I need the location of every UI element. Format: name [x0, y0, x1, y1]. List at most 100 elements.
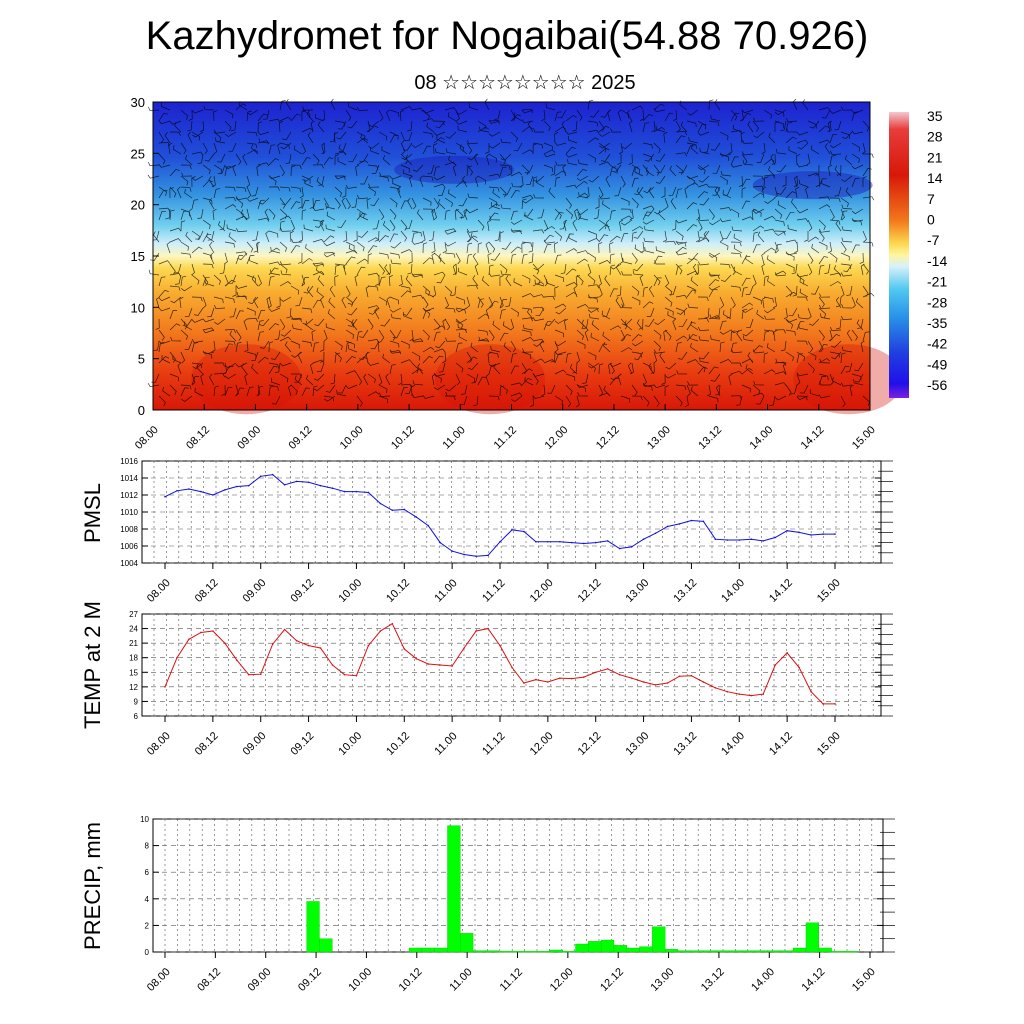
wind-barb	[598, 125, 610, 133]
wind-barb	[422, 197, 432, 206]
wind-barb	[671, 219, 677, 231]
wind-barb	[565, 233, 574, 243]
wind-barb	[378, 208, 385, 221]
wind-barb	[481, 276, 490, 287]
wind-barb	[675, 131, 688, 136]
wind-barb	[719, 341, 725, 353]
ytick-label: 8	[145, 842, 150, 851]
wind-barb	[535, 307, 545, 317]
precip-bar	[613, 945, 627, 953]
wind-barb	[626, 109, 633, 122]
wind-barb	[742, 335, 754, 342]
wind-barb	[180, 175, 189, 186]
wind-barb	[301, 142, 307, 155]
wind-barb	[840, 263, 852, 270]
wind-barb	[347, 120, 358, 129]
data-point	[212, 494, 214, 496]
wind-barb	[499, 385, 505, 397]
wind-barb	[228, 142, 237, 152]
wind-barb	[202, 263, 214, 269]
heatmap-xtick-label: 14.12	[799, 424, 827, 452]
precip-bar	[831, 951, 845, 953]
wind-barb	[719, 296, 725, 309]
wind-barb	[653, 255, 663, 265]
wind-barb	[763, 330, 770, 342]
wind-barb	[615, 263, 622, 276]
wind-barb	[741, 153, 748, 166]
precip-bar	[511, 951, 525, 953]
data-point	[511, 666, 513, 669]
wind-barb	[772, 296, 777, 309]
wind-barb	[158, 113, 168, 122]
wind-barb	[389, 350, 402, 355]
wind-barb	[356, 373, 363, 386]
xtick-label: 11.00	[447, 966, 474, 993]
wind-barb	[576, 208, 582, 221]
wind-barb	[400, 131, 405, 144]
data-point	[319, 647, 322, 649]
wind-barb	[631, 164, 641, 174]
wind-barb	[473, 395, 479, 407]
wind-barb	[856, 319, 864, 331]
wind-barb	[532, 142, 544, 149]
wind-barb	[477, 175, 487, 185]
wind-barb	[386, 109, 391, 122]
wind-barb	[321, 142, 326, 155]
wind-barb	[818, 107, 831, 111]
wind-barb	[715, 384, 721, 397]
wind-barb	[485, 241, 490, 254]
xtick-label: 12.12	[598, 966, 626, 994]
data-point	[666, 525, 669, 528]
wind-barb	[258, 138, 270, 144]
wind-barb	[567, 159, 578, 166]
data-point	[630, 677, 633, 679]
wind-barb	[246, 255, 255, 265]
data-point	[343, 673, 346, 676]
wind-barb	[578, 213, 589, 221]
wind-barb	[753, 131, 765, 139]
wind-barb	[271, 377, 281, 386]
wind-barb	[463, 208, 468, 221]
wind-barb	[422, 395, 435, 399]
wind-barb	[455, 307, 468, 313]
wind-barb	[653, 384, 666, 389]
wind-barb	[796, 139, 809, 144]
wind-barb	[733, 233, 743, 243]
wind-barb	[835, 296, 842, 309]
wind-barb	[316, 362, 325, 372]
wind-barb	[499, 299, 508, 309]
wind-barb	[792, 285, 798, 297]
wind-barb	[435, 340, 446, 349]
wind-barb	[389, 197, 398, 208]
data-point	[200, 631, 202, 634]
wind-barb	[510, 382, 523, 387]
wind-barb	[325, 323, 336, 331]
wind-barb	[279, 373, 289, 383]
wind-barb	[235, 255, 244, 265]
wind-barb	[845, 362, 853, 373]
wind-barb	[437, 186, 446, 196]
wind-barb	[697, 131, 710, 136]
wind-barb	[777, 200, 787, 210]
wind-barb	[411, 107, 424, 112]
wind-barb	[455, 142, 465, 152]
wind-barb	[351, 319, 358, 331]
wind-barb	[554, 303, 567, 309]
wind-barb	[854, 373, 864, 383]
colorbar-label: 35	[927, 108, 943, 124]
wind-barb	[259, 340, 270, 349]
wind-barb	[733, 124, 743, 133]
wind-barb	[807, 362, 815, 374]
wind-barb	[554, 318, 567, 324]
wind-barb	[712, 164, 721, 174]
wind-barb	[851, 208, 864, 215]
data-point	[834, 703, 836, 705]
wind-barb	[741, 113, 751, 122]
heatmap-xtick-label: 15.00	[850, 424, 878, 452]
wind-barb	[521, 126, 533, 133]
wind-barb	[155, 318, 160, 330]
data-point	[355, 490, 358, 493]
wind-barb	[191, 176, 196, 188]
wind-barb	[757, 231, 765, 243]
wind-barb	[466, 242, 473, 254]
